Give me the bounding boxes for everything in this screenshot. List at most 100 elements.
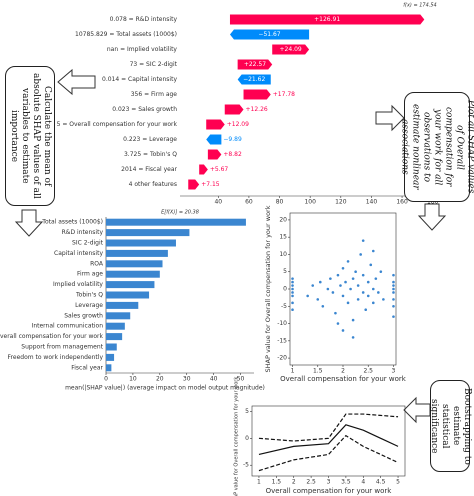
point (392, 284, 395, 287)
plot-frame (251, 405, 406, 477)
category-label: Total assets (1000$) (41, 219, 103, 226)
bar (106, 218, 246, 226)
point (351, 318, 355, 322)
value-label: −21.62 (243, 76, 265, 83)
point (349, 287, 352, 291)
point (369, 263, 373, 267)
x-tick-label: 180 (427, 199, 439, 206)
category-label: Leverage (75, 302, 103, 309)
x-tick-label: 160 (396, 199, 408, 206)
bar (207, 149, 222, 160)
bar (106, 343, 117, 351)
value-label: +24.09 (280, 46, 302, 53)
value-label: +17.78 (273, 91, 295, 98)
point (329, 277, 332, 280)
category-label: 3.725 = Tobin's Q (124, 151, 177, 158)
point (316, 298, 320, 301)
value-label: +22.57 (244, 61, 266, 68)
bar (106, 353, 115, 361)
bar (106, 333, 123, 341)
value-label: +8.82 (223, 151, 242, 158)
y-axis-label: SHAP value for Overall compensation for … (234, 377, 240, 496)
y-tick-label: 0 (283, 286, 287, 293)
category-label: Fiscal year (71, 364, 103, 371)
y-tick-label: 5 (245, 408, 249, 415)
category-label: Internal communication (32, 323, 104, 330)
x-tick-label: 3 (392, 368, 396, 375)
arrow-left (57, 68, 96, 96)
bar (106, 249, 168, 257)
bar (106, 229, 190, 237)
point (331, 291, 335, 294)
bar (237, 59, 273, 70)
category-label: 73 = SIC 2-digit (130, 61, 178, 68)
y-tick-label: 5 (283, 268, 287, 275)
point (374, 277, 378, 280)
fx-label: f(x) = 174.54 (403, 3, 436, 9)
point (326, 287, 330, 291)
point (341, 266, 345, 270)
x-tick-label: 60 (245, 199, 253, 206)
point (291, 284, 294, 287)
point (364, 308, 368, 312)
x-tick-label: 2 (341, 368, 345, 375)
category-label: ROA (90, 260, 104, 267)
point (371, 287, 375, 291)
x-axis-label: Overall compensation for your work (280, 375, 407, 383)
x-tick-label: 1 (291, 368, 295, 375)
bar (206, 134, 222, 145)
category-label: 0.023 = Sales growth (112, 106, 177, 113)
y-tick-label: -20 (277, 355, 287, 362)
value-label: +5.67 (210, 166, 229, 173)
point (291, 291, 294, 294)
point (392, 304, 395, 308)
point (351, 336, 355, 339)
point (291, 287, 294, 291)
arrows (14, 68, 447, 424)
x-tick-label: 4.5 (376, 479, 386, 486)
x-tick-label: 50 (237, 376, 245, 383)
point (382, 298, 385, 301)
x-tick-label: 0 (104, 376, 108, 383)
bootstrap-box: Bootstrapping to estimate statistical si… (429, 380, 472, 472)
bar (106, 364, 112, 372)
value-label: +12.26 (246, 106, 268, 113)
x-tick-label: 1.5 (313, 368, 323, 375)
category-label: 0.078 = R&D intensity (110, 16, 178, 23)
x-tick-label: 40 (214, 199, 222, 206)
category-label: Overall compensation for your work (0, 333, 104, 340)
point (291, 277, 294, 280)
plot-frame (289, 212, 397, 366)
point (318, 280, 322, 284)
value-label: −51.67 (258, 31, 280, 38)
point (311, 284, 315, 287)
point (341, 329, 345, 332)
point (291, 294, 294, 298)
x-tick-label: 5 (396, 479, 400, 486)
x-tick-label: 40 (210, 376, 218, 383)
x-tick-label: 10 (129, 376, 137, 383)
point (392, 273, 395, 277)
category-label: nan = Implied volatility (107, 46, 178, 53)
x-tick-label: 30 (183, 376, 191, 383)
bar (106, 260, 163, 268)
point (346, 301, 350, 305)
point (366, 280, 370, 284)
bar (106, 270, 160, 278)
category-label: Freedom to work independently (8, 354, 104, 361)
point (336, 322, 340, 325)
point (356, 284, 360, 287)
point (361, 291, 365, 294)
x-tick-label: 4 (361, 479, 365, 486)
point (392, 291, 395, 294)
point (344, 280, 347, 284)
line (258, 424, 399, 456)
y-tick-label: 0 (245, 435, 249, 442)
point (356, 298, 360, 301)
y-tick-label: 20 (279, 216, 287, 223)
y-tick-label: -15 (277, 337, 287, 344)
category-label: R&D intensity (62, 229, 104, 236)
point (379, 270, 383, 274)
bar (106, 322, 125, 330)
